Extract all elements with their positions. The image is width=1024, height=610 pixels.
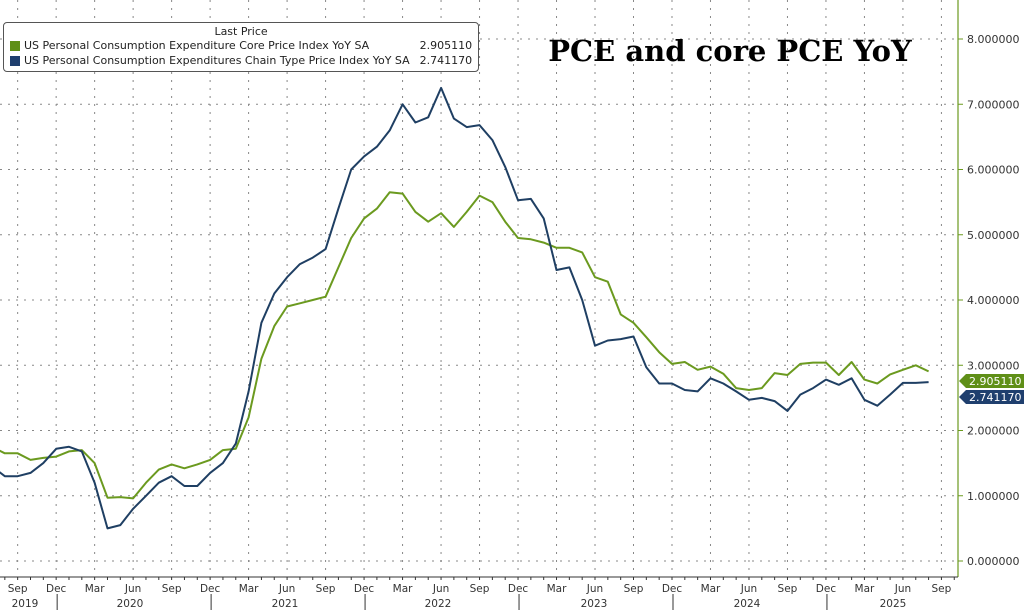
last-value-tag: [959, 374, 1024, 388]
x-year-label: 2020: [117, 598, 144, 610]
y-tick-label: 1.000000: [967, 490, 1020, 503]
x-month-label: Dec: [354, 583, 375, 595]
x-month-label: Dec: [46, 583, 67, 595]
series-line-core-pce: [0, 191, 930, 500]
legend-swatch-blue: [10, 55, 20, 66]
x-year-label: 2024: [734, 598, 761, 610]
last-value-label: 2.741170: [969, 391, 1022, 404]
y-tick-label: 0.000000: [967, 555, 1020, 568]
y-tick-label: 7.000000: [967, 98, 1020, 111]
y-tick-label: 2.000000: [967, 425, 1020, 438]
x-month-label: Mar: [855, 583, 875, 595]
legend-label: US Personal Consumption Expenditure Core…: [24, 39, 370, 52]
legend: Last Price US Personal Consumption Expen…: [3, 22, 480, 72]
x-month-label: Jun: [894, 583, 911, 595]
x-year-label: 2019: [12, 598, 39, 610]
x-month-label: Jun: [586, 583, 603, 595]
x-month-label: Mar: [85, 583, 105, 595]
x-month-label: Jun: [740, 583, 757, 595]
y-tick-label: 4.000000: [967, 294, 1020, 307]
x-month-label: Jun: [124, 583, 141, 595]
x-year-label: 2021: [272, 598, 299, 610]
chart-title: PCE and core PCE YoY: [548, 34, 912, 68]
x-year-label: 2025: [880, 598, 907, 610]
x-month-label: Mar: [701, 583, 721, 595]
legend-header: Last Price: [214, 25, 268, 38]
legend-item-pce: US Personal Consumption Expenditures Cha…: [4, 53, 478, 68]
last-value-tag: [959, 390, 1024, 404]
y-tick-label: 6.000000: [967, 164, 1020, 177]
legend-value: 2.905110: [419, 39, 473, 52]
legend-value: 2.741170: [419, 54, 473, 67]
legend-swatch-green: [10, 40, 20, 51]
x-month-label: Dec: [816, 583, 837, 595]
y-tick-label: 3.000000: [967, 359, 1020, 372]
x-month-label: Mar: [239, 583, 259, 595]
series-line-pce: [0, 86, 929, 530]
legend-label: US Personal Consumption Expenditures Cha…: [24, 54, 410, 67]
x-month-label: Mar: [547, 583, 567, 595]
x-month-label: Sep: [316, 583, 336, 595]
y-tick-label: 8.000000: [967, 33, 1020, 46]
x-month-label: Dec: [662, 583, 683, 595]
x-month-label: Dec: [200, 583, 221, 595]
x-month-label: Jun: [278, 583, 295, 595]
last-value-label: 2.905110: [969, 375, 1022, 388]
x-month-label: Sep: [624, 583, 644, 595]
legend-item-core-pce: US Personal Consumption Expenditure Core…: [4, 38, 478, 53]
y-tick-label: 5.000000: [967, 229, 1020, 242]
x-month-label: Sep: [8, 583, 28, 595]
x-month-label: Sep: [470, 583, 490, 595]
x-month-label: Mar: [393, 583, 413, 595]
x-month-label: Sep: [932, 583, 952, 595]
x-year-label: 2022: [425, 598, 452, 610]
x-month-label: Dec: [508, 583, 529, 595]
x-year-label: 2023: [581, 598, 608, 610]
x-month-label: Sep: [778, 583, 798, 595]
x-month-label: Jun: [432, 583, 449, 595]
x-month-label: Sep: [162, 583, 182, 595]
